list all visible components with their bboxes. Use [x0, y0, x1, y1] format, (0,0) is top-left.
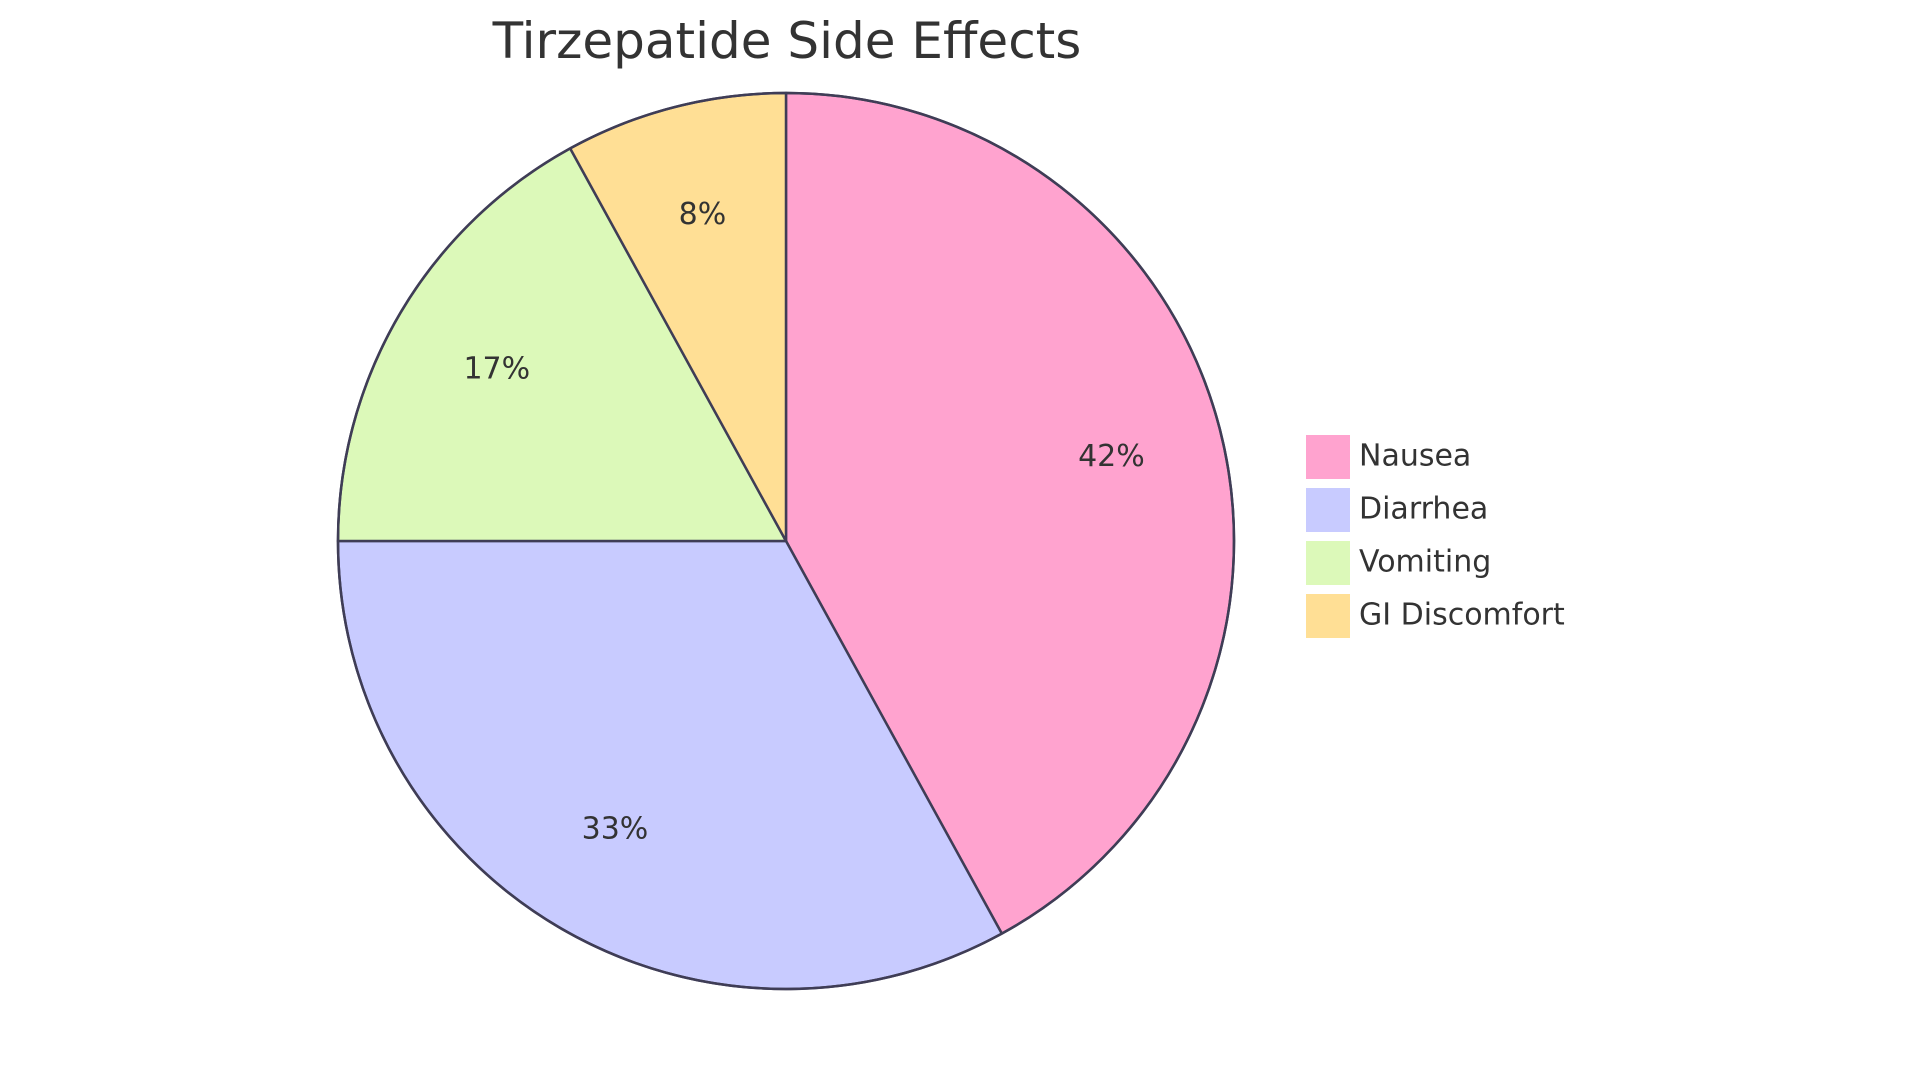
legend-swatch-nausea	[1306, 435, 1350, 479]
legend-label-diarrhea: Diarrhea	[1359, 492, 1488, 527]
chart-title: Tirzepatide Side Effects	[492, 12, 1082, 70]
legend-swatch-vomiting	[1306, 541, 1350, 585]
legend: Nausea Diarrhea Vomiting GI Discomfort	[1306, 435, 1565, 638]
pie-slice-labels: 42% 33% 17% 8%	[463, 197, 1144, 847]
pie-outline	[336, 91, 1236, 991]
legend-label-vomiting: Vomiting	[1359, 545, 1491, 580]
slice-label-nausea: 42%	[1078, 439, 1145, 474]
pie-slices	[336, 91, 1236, 991]
slice-label-diarrhea: 33%	[582, 812, 649, 847]
legend-label-gi-discomfort: GI Discomfort	[1359, 598, 1565, 633]
slice-label-gi-discomfort: 8%	[679, 197, 727, 232]
legend-swatch-diarrhea	[1306, 488, 1350, 532]
legend-swatch-gi-discomfort	[1306, 594, 1350, 638]
legend-label-nausea: Nausea	[1359, 439, 1471, 474]
slice-label-vomiting: 17%	[463, 351, 530, 386]
